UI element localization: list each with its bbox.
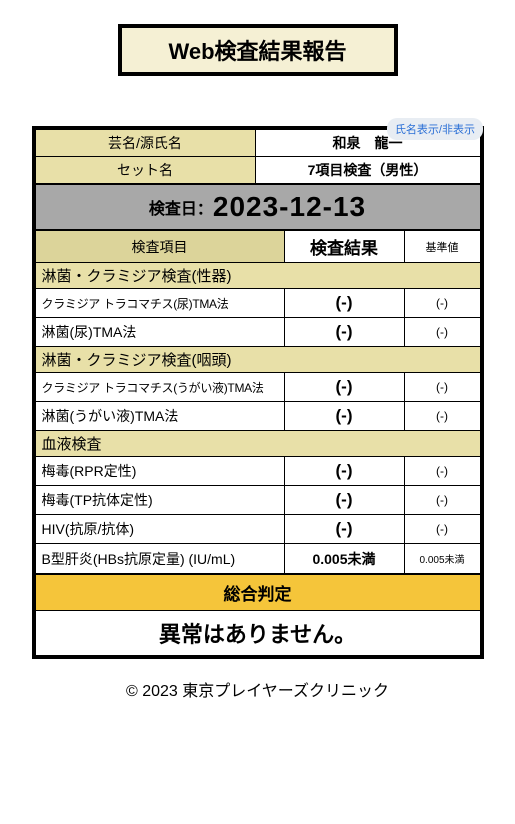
test-ref: (-) [405,289,480,317]
name-label: 芸名/源氏名 [36,130,256,156]
test-result: (-) [285,289,405,317]
test-result: (-) [285,373,405,401]
test-row: HIV(抗原/抗体)(-)(-) [36,515,480,544]
test-item: 梅毒(TP抗体定性) [36,486,285,514]
test-row: 梅毒(RPR定性)(-)(-) [36,457,480,486]
test-item: 梅毒(RPR定性) [36,457,285,485]
test-ref: (-) [405,457,480,485]
test-ref: (-) [405,402,480,430]
test-ref: (-) [405,318,480,346]
test-row: B型肝炎(HBs抗原定量) (IU/mL)0.005未満0.005未満 [36,544,480,573]
section-header: 血液検査 [36,431,480,457]
section-header: 淋菌・クラミジア検査(性器) [36,263,480,289]
name-toggle-button[interactable]: 氏名表示/非表示 [387,118,483,140]
test-result: (-) [285,457,405,485]
col-item: 検査項目 [36,231,285,262]
test-result: (-) [285,402,405,430]
set-row: セット名 7項目検査（男性） [36,157,480,184]
date-row: 検査日：2023-12-13 [36,184,480,231]
test-ref: (-) [405,373,480,401]
test-row: 淋菌(尿)TMA法(-)(-) [36,318,480,347]
set-label: セット名 [36,157,256,183]
test-item: クラミジア トラコマチス(うがい液)TMA法 [36,373,285,401]
test-ref: (-) [405,486,480,514]
judgement-label: 総合判定 [36,573,480,611]
col-result: 検査結果 [285,231,405,262]
report-table: 芸名/源氏名 和泉 龍一 セット名 7項目検査（男性） 検査日：2023-12-… [32,126,484,659]
test-row: 梅毒(TP抗体定性)(-)(-) [36,486,480,515]
date-value: 2023-12-13 [213,191,366,222]
test-result: (-) [285,318,405,346]
report-title: Web検査結果報告 [118,24,398,76]
test-row: クラミジア トラコマチス(尿)TMA法(-)(-) [36,289,480,318]
test-item: クラミジア トラコマチス(尿)TMA法 [36,289,285,317]
test-ref: 0.005未満 [405,544,480,573]
test-item: HIV(抗原/抗体) [36,515,285,543]
footer-copyright: © 2023 東京プレイヤーズクリニック [0,677,515,701]
test-row: 淋菌(うがい液)TMA法(-)(-) [36,402,480,431]
test-ref: (-) [405,515,480,543]
test-item: 淋菌(うがい液)TMA法 [36,402,285,430]
col-ref: 基準値 [405,231,480,262]
test-result: (-) [285,515,405,543]
set-value: 7項目検査（男性） [256,157,480,183]
date-label: 検査日： [149,201,213,218]
section-header: 淋菌・クラミジア検査(咽頭) [36,347,480,373]
judgement-value: 異常はありません。 [36,611,480,655]
test-row: クラミジア トラコマチス(うがい液)TMA法(-)(-) [36,373,480,402]
test-item: 淋菌(尿)TMA法 [36,318,285,346]
test-result: 0.005未満 [285,544,405,573]
test-item: B型肝炎(HBs抗原定量) (IU/mL) [36,544,285,573]
test-result: (-) [285,486,405,514]
column-header-row: 検査項目 検査結果 基準値 [36,231,480,263]
